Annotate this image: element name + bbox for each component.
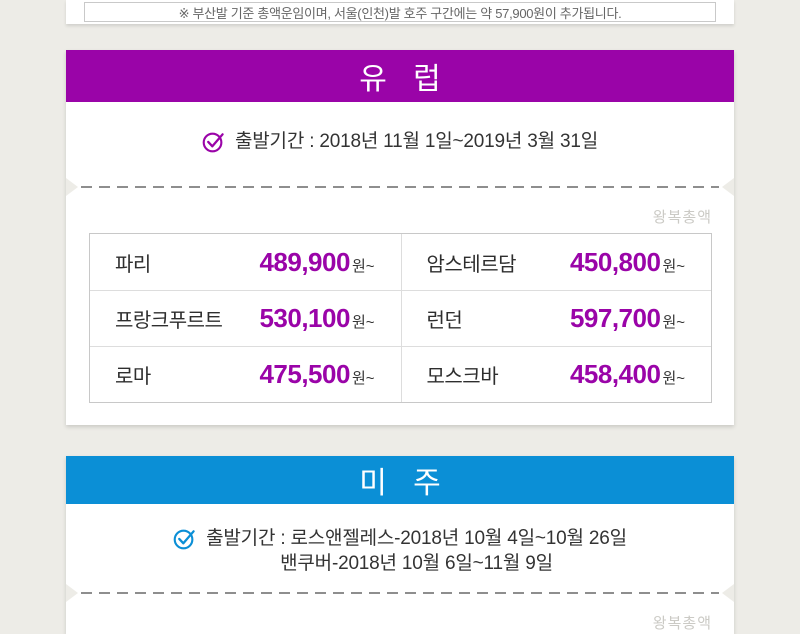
fare-cell-moscow: 모스크바 458,400 원~ xyxy=(400,347,712,402)
check-circle-icon xyxy=(202,132,224,153)
promo-page: ※ 부산발 기준 총액운임이며, 서울(인천)발 호주 구간에는 약 57,90… xyxy=(66,0,734,634)
check-circle-icon xyxy=(173,529,195,550)
europe-departure-text: 출발기간 : 2018년 11월 1일~2019년 3월 31일 xyxy=(235,131,598,152)
fare-price: 450,800 xyxy=(569,246,661,277)
left-notch xyxy=(66,178,78,196)
dashed-line xyxy=(81,186,719,188)
right-notch xyxy=(722,178,734,196)
table-row: 파리 489,900 원~ 암스테르담 450,800 원~ xyxy=(90,234,711,290)
section-americas: 미 주 출발기간 : 로스앤젤레스-2018년 10월 4일~10월 26일 밴… xyxy=(66,456,734,634)
fare-note-box: ※ 부산발 기준 총액운임이며, 서울(인천)발 호주 구간에는 약 57,90… xyxy=(84,2,716,22)
europe-header: 유 럽 xyxy=(66,50,734,102)
section-europe: 유 럽 출발기간 : 2018년 11월 1일~2019년 3월 31일 왕복총… xyxy=(66,50,734,425)
fare-price: 489,900 xyxy=(259,246,350,277)
perforation-divider xyxy=(66,178,734,196)
fare-cell-rome: 로마 475,500 원~ xyxy=(90,347,401,402)
europe-title: 유 럽 xyxy=(359,63,441,96)
perforation-divider xyxy=(66,584,734,602)
fare-price: 475,500 xyxy=(259,359,350,389)
right-notch xyxy=(722,584,734,602)
americas-header: 미 주 xyxy=(66,456,734,504)
europe-fare-table: 파리 489,900 원~ 암스테르담 450,800 원~ 프랑크푸르트 530,… xyxy=(89,233,712,403)
fare-cell-paris: 파리 489,900 원~ xyxy=(90,234,401,290)
city-name: 프랑크푸르트 xyxy=(115,310,223,332)
fare-price: 530,100 xyxy=(259,303,350,333)
city-name: 로마 xyxy=(115,366,151,388)
fare-note-text: ※ 부산발 기준 총액운임이며, 서울(인천)발 호주 구간에는 약 57,90… xyxy=(178,5,622,21)
won-suffix: 원~ xyxy=(351,257,375,275)
americas-title: 미 주 xyxy=(359,467,441,500)
americas-departure-line1: 출발기간 : 로스앤젤레스-2018년 10월 4일~10월 26일 xyxy=(206,528,627,549)
roundtrip-total-label: 왕복총액 xyxy=(652,615,712,632)
city-name: 암스테르담 xyxy=(426,253,517,276)
won-suffix: 원~ xyxy=(662,257,685,275)
city-name: 런던 xyxy=(426,310,463,332)
fare-price: 597,700 xyxy=(569,303,661,333)
won-suffix: 원~ xyxy=(662,314,685,331)
europe-departure-period: 출발기간 : 2018년 11월 1일~2019년 3월 31일 xyxy=(66,102,734,178)
americas-departure-period: 출발기간 : 로스앤젤레스-2018년 10월 4일~10월 26일 밴쿠버-2… xyxy=(66,504,734,584)
fare-cell-london: 런던 597,700 원~ xyxy=(400,291,712,346)
card-bottom-padding xyxy=(66,403,734,425)
left-notch xyxy=(66,584,78,602)
fare-note-card: ※ 부산발 기준 총액운임이며, 서울(인천)발 호주 구간에는 약 57,90… xyxy=(66,0,734,24)
city-name: 파리 xyxy=(115,253,151,276)
won-suffix: 원~ xyxy=(662,370,685,387)
fare-cell-frankfurt: 프랑크푸르트 530,100 원~ xyxy=(90,291,401,346)
table-row: 로마 475,500 원~ 모스크바 458,400 원~ xyxy=(90,346,711,402)
city-name: 모스크바 xyxy=(426,366,499,388)
table-row: 프랑크푸르트 530,100 원~ 런던 597,700 원~ xyxy=(90,290,711,346)
roundtrip-total-label: 왕복총액 xyxy=(652,209,712,226)
won-suffix: 원~ xyxy=(351,314,375,331)
fare-price: 458,400 xyxy=(569,359,661,389)
won-suffix: 원~ xyxy=(351,370,375,387)
fare-cell-amsterdam: 암스테르담 450,800 원~ xyxy=(400,234,712,290)
dashed-line xyxy=(81,592,719,594)
americas-departure-line2: 밴쿠버-2018년 10월 6일~11월 9일 xyxy=(280,553,553,574)
